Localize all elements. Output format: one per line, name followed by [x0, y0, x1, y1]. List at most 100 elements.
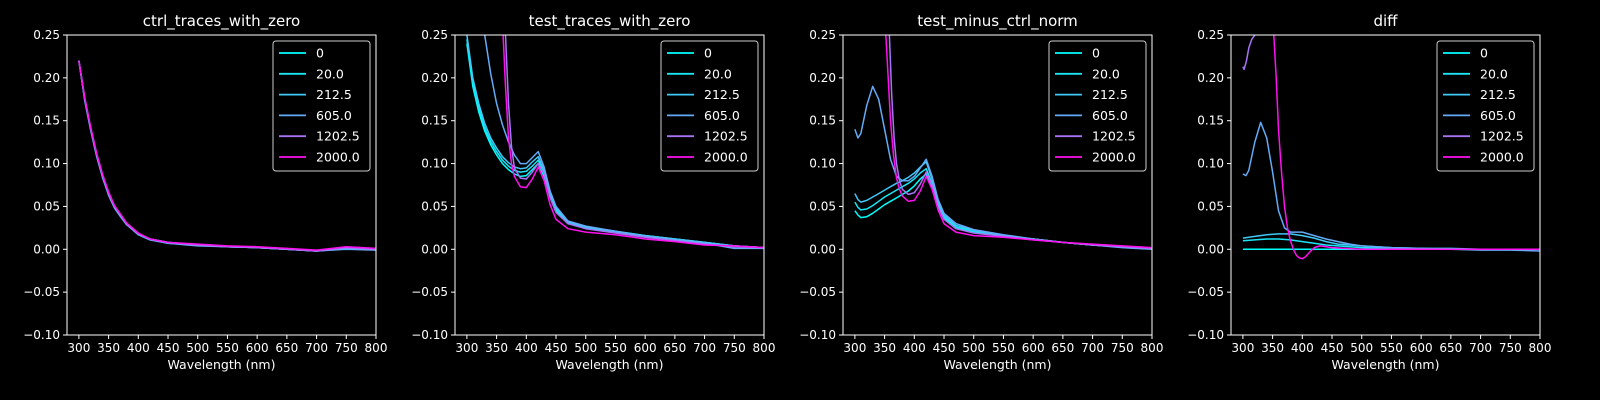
x-tick: 650	[275, 335, 298, 355]
x-axis-label: Wavelength (nm)	[1332, 357, 1440, 372]
x-tick: 700	[305, 335, 328, 355]
legend-item: 1202.5	[667, 129, 748, 144]
x-tick: 450	[545, 335, 568, 355]
x-tick-label: 350	[873, 341, 896, 355]
y-tick-label: 0.10	[809, 157, 836, 171]
legend-item: 0	[667, 46, 712, 61]
x-tick-label: 750	[335, 341, 358, 355]
x-tick: 800	[1141, 335, 1164, 355]
x-tick-label: 800	[1141, 341, 1164, 355]
y-tick-label: 0.00	[33, 242, 60, 256]
legend-label: 2000.0	[316, 150, 360, 165]
y-tick-label: 0.25	[33, 28, 60, 42]
x-tick-label: 650	[663, 341, 686, 355]
y-tick: 0.25	[33, 28, 67, 42]
y-tick-label: 0.15	[809, 114, 836, 128]
chart-title: ctrl_traces_with_zero	[143, 12, 300, 31]
legend-item: 20.0	[1443, 66, 1508, 81]
y-tick-label: 0.00	[421, 242, 448, 256]
x-tick-label: 750	[723, 341, 746, 355]
x-tick-label: 350	[1261, 341, 1284, 355]
y-tick: 0.20	[809, 71, 843, 85]
x-tick: 800	[753, 335, 776, 355]
x-tick: 550	[604, 335, 627, 355]
x-axis-label: Wavelength (nm)	[556, 357, 664, 372]
x-tick-label: 300	[843, 341, 866, 355]
legend-label: 1202.5	[704, 129, 748, 144]
legend-item: 20.0	[1055, 66, 1120, 81]
x-axis-label: Wavelength (nm)	[168, 357, 276, 372]
y-tick: 0.10	[809, 157, 843, 171]
y-tick: 0.05	[1197, 199, 1231, 213]
y-tick: 0.10	[33, 157, 67, 171]
legend-label: 212.5	[316, 87, 352, 102]
legend-item: 2000.0	[1055, 150, 1136, 165]
x-tick-label: 700	[1469, 341, 1492, 355]
y-tick: 0.05	[33, 199, 67, 213]
x-tick: 550	[216, 335, 239, 355]
legend-label: 1202.5	[316, 129, 360, 144]
x-tick-label: 500	[1350, 341, 1373, 355]
legend-item: 605.0	[1443, 108, 1516, 123]
x-axis-label: Wavelength (nm)	[944, 357, 1052, 372]
y-tick: 0.05	[421, 199, 455, 213]
y-tick-label: 0.10	[421, 157, 448, 171]
legend-item: 2000.0	[667, 150, 748, 165]
x-tick: 350	[97, 335, 120, 355]
x-tick: 300	[67, 335, 90, 355]
x-tick: 750	[1499, 335, 1522, 355]
legend-label: 212.5	[1480, 87, 1516, 102]
legend: 0 20.0 212.5 605.0 1202.5 2000.0	[1436, 40, 1535, 172]
series-line-1202.5	[1242, 35, 1256, 71]
series-line-212.5	[466, 35, 764, 249]
y-tick: −0.10	[1187, 328, 1231, 342]
chart-title: test_traces_with_zero	[529, 12, 691, 31]
legend-item: 605.0	[279, 108, 352, 123]
x-tick-label: 650	[1051, 341, 1074, 355]
legend-label: 20.0	[704, 66, 732, 81]
y-tick-label: 0.20	[809, 71, 836, 85]
y-tick: −0.10	[411, 328, 455, 342]
x-tick: 450	[1321, 335, 1343, 355]
y-tick: 0.20	[1197, 71, 1231, 85]
series-group	[78, 60, 376, 252]
axes-frame	[66, 34, 377, 336]
x-tick-label: 800	[753, 341, 776, 355]
y-tick-label: −0.05	[799, 285, 836, 299]
x-tick: 300	[455, 335, 478, 355]
y-tick-label: 0.20	[421, 71, 448, 85]
legend-label: 605.0	[704, 108, 740, 123]
chart-panel-3: test_minus_ctrl_norm 300 350 400 450 500 550 60…	[799, 12, 1163, 372]
x-tick-label: 300	[455, 341, 478, 355]
x-tick-label: 650	[275, 341, 298, 355]
y-tick: 0.25	[809, 28, 843, 42]
legend-item: 605.0	[1055, 108, 1128, 123]
y-tick-label: 0.10	[33, 157, 60, 171]
x-tick: 600	[1022, 335, 1045, 355]
chart-panel-2: test_traces_with_zero 300 350 400 450 500 550 6…	[411, 12, 775, 372]
y-tick-label: −0.10	[1187, 328, 1224, 342]
x-tick-label: 400	[1291, 341, 1314, 355]
x-tick: 400	[1291, 335, 1314, 355]
y-tick: 0.00	[1197, 242, 1231, 256]
x-tick-label: 400	[903, 341, 926, 355]
x-tick: 300	[1231, 335, 1254, 355]
x-tick-label: 750	[1499, 341, 1522, 355]
x-tick-label: 500	[186, 341, 209, 355]
x-tick: 650	[663, 335, 686, 355]
x-tick-label: 600	[1410, 341, 1433, 355]
x-tick: 600	[1410, 335, 1433, 355]
legend-label: 212.5	[1092, 87, 1128, 102]
x-tick-label: 450	[545, 341, 568, 355]
x-tick-label: 750	[1111, 341, 1134, 355]
chart-panel-4: diff 300 350 400 450 500 550 600 650 700 750 800 −0.…	[1187, 12, 1551, 372]
series-line-2000.0	[78, 60, 376, 251]
x-tick-label: 400	[127, 341, 150, 355]
y-tick: 0.15	[33, 114, 67, 128]
legend-item: 0	[279, 46, 324, 61]
x-tick: 550	[992, 335, 1015, 355]
x-tick-label: 700	[1081, 341, 1104, 355]
y-tick: −0.05	[411, 285, 455, 299]
x-tick: 750	[335, 335, 358, 355]
